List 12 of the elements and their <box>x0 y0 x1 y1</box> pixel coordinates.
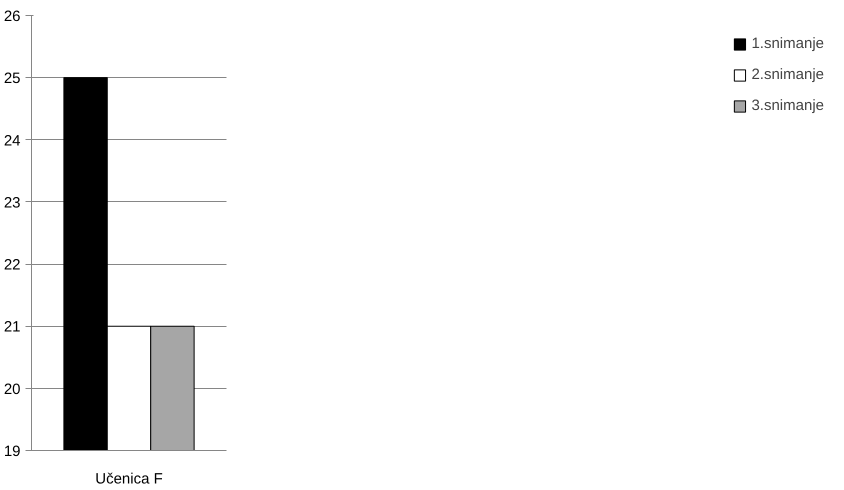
legend-label: 1.snimanje <box>751 35 824 52</box>
y-tick-label: 25 <box>4 70 21 88</box>
x-tick-label: Učenica F <box>95 470 163 488</box>
legend-label: 3.snimanje <box>751 97 824 114</box>
y-tick-label: 20 <box>4 380 21 398</box>
legend-label: 2.snimanje <box>751 66 824 83</box>
y-tick-label: 22 <box>4 256 21 274</box>
y-tick-label: 24 <box>4 132 21 150</box>
y-tick-label: 21 <box>4 318 21 336</box>
y-tick-label: 26 <box>4 8 21 25</box>
y-tick-label: 23 <box>4 194 21 212</box>
y-tick-label: 19 <box>4 443 21 460</box>
